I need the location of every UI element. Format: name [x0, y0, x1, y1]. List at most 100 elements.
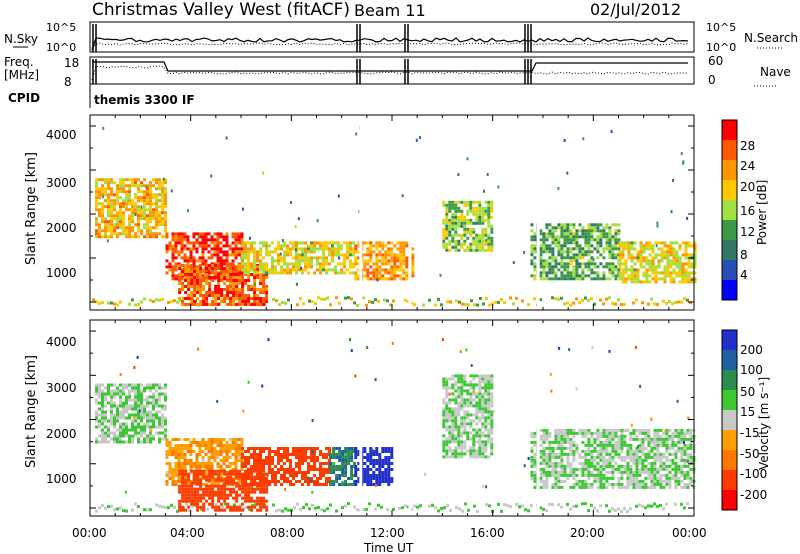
data-cell [590, 485, 594, 489]
data-cell [95, 437, 98, 441]
data-cell [402, 244, 406, 248]
data-cell [226, 487, 230, 491]
data-cell [113, 217, 116, 221]
data-cell [349, 262, 352, 266]
data-cell [98, 226, 101, 230]
data-cell [192, 247, 196, 251]
data-cell [478, 410, 482, 414]
data-cell [611, 238, 615, 242]
data-cell [666, 268, 670, 272]
data-cell [262, 300, 266, 303]
data-cell [231, 444, 235, 447]
scatter-cell [674, 300, 677, 304]
data-cell [232, 273, 236, 276]
data-cell [684, 244, 688, 248]
data-cell [451, 416, 455, 420]
data-cell [448, 233, 452, 237]
data-cell [448, 248, 452, 252]
data-cell [369, 450, 373, 453]
data-cell [202, 487, 206, 491]
data-cell [551, 455, 555, 459]
data-cell [205, 276, 209, 279]
data-cell [599, 482, 603, 486]
data-cell [460, 398, 464, 402]
scatter-cell [101, 503, 104, 507]
data-cell [325, 247, 328, 251]
data-cell [240, 459, 244, 462]
data-cell [149, 187, 152, 191]
data-cell [331, 247, 334, 251]
data-cell [487, 383, 491, 387]
data-cell [214, 490, 218, 494]
scatter-cell [686, 298, 689, 302]
scatter-cell [320, 508, 323, 512]
data-cell [387, 474, 391, 477]
data-cell [451, 236, 455, 240]
data-cell [442, 449, 446, 453]
data-cell [617, 455, 621, 459]
power-heatmap [92, 115, 697, 310]
data-cell [621, 262, 625, 266]
data-cell [533, 431, 537, 435]
data-cell [581, 428, 585, 432]
data-cell [581, 268, 585, 272]
data-cell [636, 271, 640, 275]
data-cell [101, 184, 104, 188]
data-cell [445, 377, 449, 381]
data-cell [113, 422, 116, 426]
data-cell [207, 456, 211, 459]
data-cell [310, 259, 313, 263]
data-cell [457, 233, 461, 237]
data-cell [554, 446, 558, 450]
data-cell [354, 468, 358, 471]
scatter-cell [389, 303, 392, 307]
data-cell [125, 235, 128, 239]
data-cell [295, 253, 298, 257]
data-cell [196, 478, 200, 482]
data-cell [335, 456, 339, 459]
data-cell [490, 224, 494, 228]
data-cell [201, 247, 205, 251]
data-cell [487, 398, 491, 402]
data-cell [271, 456, 274, 459]
data-cell [107, 220, 110, 224]
data-cell [454, 248, 458, 252]
data-cell [530, 455, 534, 459]
data-cell [131, 389, 134, 393]
data-cell [265, 459, 268, 462]
data-cell [593, 446, 597, 450]
data-cell [349, 271, 352, 275]
data-cell [402, 268, 406, 272]
data-cell [663, 265, 667, 269]
data-cell [286, 456, 289, 459]
data-cell [530, 250, 534, 254]
data-cell [384, 474, 388, 477]
data-cell [232, 288, 236, 291]
data-cell [125, 395, 128, 399]
data-cell [313, 247, 316, 251]
data-cell [125, 229, 128, 233]
data-cell [584, 455, 588, 459]
data-cell [262, 496, 266, 500]
data-cell [213, 459, 217, 462]
data-cell [560, 461, 564, 465]
data-cell [575, 265, 579, 269]
data-cell [478, 215, 482, 219]
data-cell [304, 450, 307, 453]
data-cell [548, 262, 552, 266]
data-cell [451, 452, 455, 456]
data-cell [620, 464, 624, 468]
data-cell [196, 279, 200, 282]
data-cell [119, 226, 122, 230]
data-cell [454, 422, 458, 426]
scatter-cell [689, 301, 692, 305]
data-cell [596, 449, 600, 453]
data-cell [213, 262, 217, 266]
data-cell [298, 265, 301, 269]
data-cell [183, 235, 187, 239]
data-cell [131, 235, 134, 239]
data-cell [334, 247, 337, 251]
data-cell [533, 277, 537, 281]
data-cell [350, 456, 354, 459]
data-cell [642, 265, 646, 269]
